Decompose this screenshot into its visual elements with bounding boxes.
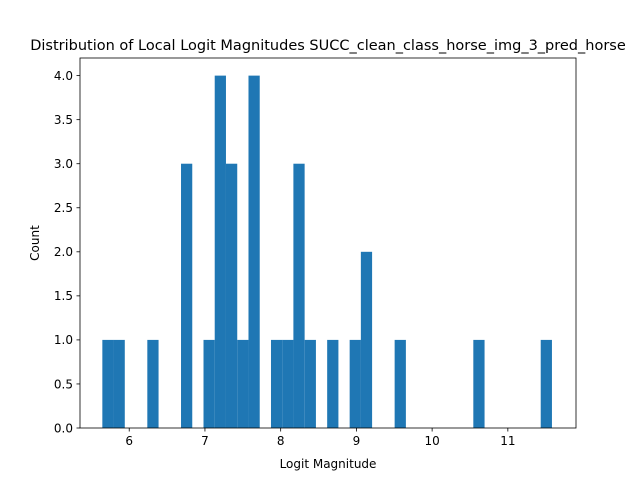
- histogram-bar-1: [113, 339, 125, 428]
- x-axis-ticks: 6 7 8 9 10 11: [125, 428, 515, 448]
- y-tick-label: 2.5: [54, 201, 73, 215]
- plot-area-border: [79, 57, 577, 429]
- y-tick-label: 2.0: [54, 245, 73, 259]
- y-axis-label: Count: [28, 225, 42, 261]
- x-tick-label: 7: [201, 434, 209, 448]
- histogram-bar-6: [226, 163, 238, 428]
- x-tick-label: 8: [277, 434, 285, 448]
- x-axis-label: Logit Magnitude: [280, 457, 377, 471]
- histogram-bar-18: [540, 339, 552, 428]
- histogram-bar-0: [102, 339, 114, 428]
- histogram-bar-12: [304, 339, 316, 428]
- histogram-bar-17: [473, 339, 485, 428]
- histogram-bar-10: [282, 339, 294, 428]
- histogram-bar-15: [360, 251, 373, 428]
- histogram-bar-3: [181, 163, 193, 428]
- y-axis-ticks: 0.0 0.5 1.0 1.5 2.0 2.5 3.0 3.5 4.0: [54, 69, 80, 435]
- y-tick-label: 3.0: [54, 157, 73, 171]
- chart-title: Distribution of Local Logit Magnitudes S…: [30, 38, 626, 54]
- y-tick-label: 0.0: [54, 421, 73, 435]
- histogram-bar-2: [147, 339, 159, 428]
- histogram-bar-9: [270, 339, 283, 428]
- x-tick-label: 11: [500, 434, 515, 448]
- y-tick-label: 0.5: [54, 377, 73, 391]
- histogram-bar-8: [248, 75, 260, 429]
- histogram-bar-14: [349, 339, 361, 428]
- y-tick-label: 1.5: [54, 289, 73, 303]
- x-tick-label: 9: [353, 434, 361, 448]
- histogram-bar-5: [214, 75, 226, 429]
- x-tick-label: 6: [125, 434, 133, 448]
- y-tick-label: 4.0: [54, 69, 73, 83]
- histogram-bar-11: [293, 163, 305, 428]
- histogram-bars: [102, 75, 552, 429]
- histogram-bar-16: [394, 339, 406, 428]
- y-tick-label: 3.5: [54, 113, 73, 127]
- histogram-bar-7: [237, 339, 249, 428]
- histogram-bar-13: [327, 339, 339, 428]
- histogram-bar-4: [203, 339, 215, 428]
- axes-frame: [79, 57, 577, 429]
- x-tick-label: 10: [424, 434, 439, 448]
- y-tick-label: 1.0: [54, 333, 73, 347]
